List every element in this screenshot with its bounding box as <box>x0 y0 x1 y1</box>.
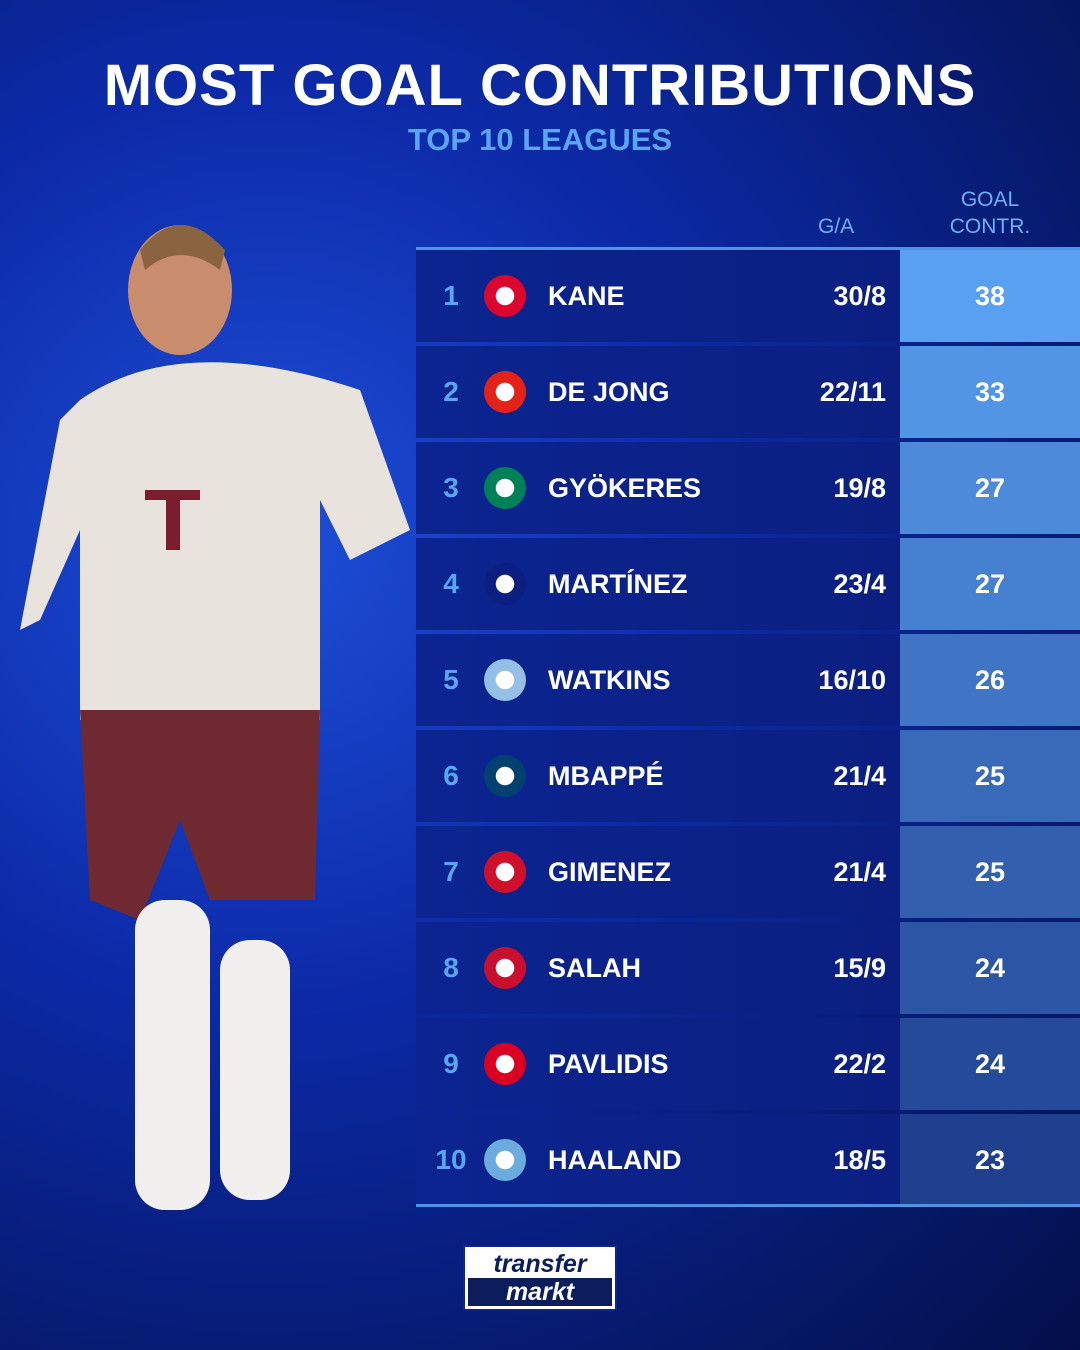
table-row: 8 SALAH 15/9 24 <box>416 922 1080 1014</box>
brand-line2: markt <box>468 1278 612 1306</box>
brand-line1: transfer <box>493 1250 587 1278</box>
psv-crest-icon <box>484 371 526 413</box>
header-goal-contributions: GOAL CONTR. <box>900 186 1080 240</box>
player-name: SALAH <box>548 952 641 983</box>
player-name: KANE <box>548 280 625 311</box>
goal-contributions: 27 <box>900 538 1080 630</box>
page-subtitle: TOP 10 LEAGUES <box>407 122 673 157</box>
header-gc-line2: CONTR. <box>949 215 1031 238</box>
row-main: 9 PAVLIDIS 22/2 <box>416 1018 900 1110</box>
player-name: MBAPPÉ <box>548 760 664 791</box>
table-row: 7 GIMENEZ 21/4 25 <box>416 826 1080 918</box>
player-name: DE JONG <box>548 376 670 407</box>
row-main: 8 SALAH 15/9 <box>416 922 900 1014</box>
row-main: 5 WATKINS 16/10 <box>416 634 900 726</box>
row-main: 4 MARTÍNEZ 23/4 <box>416 538 900 630</box>
goal-contributions: 24 <box>900 1018 1080 1110</box>
rank: 7 <box>443 856 459 887</box>
rank: 6 <box>443 760 459 791</box>
goal-contributions: 26 <box>900 634 1080 726</box>
table-row: 2 DE JONG 22/11 33 <box>416 346 1080 438</box>
transfermarkt-logo: transfer markt <box>463 1245 617 1311</box>
sporting-cp-crest-icon <box>484 467 526 509</box>
player-name: GIMENEZ <box>548 856 672 887</box>
player-name: WATKINS <box>548 664 671 695</box>
row-main: 2 DE JONG 22/11 <box>416 346 900 438</box>
rank: 10 <box>435 1144 467 1175</box>
table-row: 3 GYÖKERES 19/8 27 <box>416 442 1080 534</box>
feyenoord-crest-icon <box>484 851 526 893</box>
goals-assists: 18/5 <box>833 1144 886 1175</box>
row-main: 10 HAALAND 18/5 <box>416 1114 900 1206</box>
goals-assists: 21/4 <box>833 856 886 887</box>
player-photo <box>20 225 410 1210</box>
rank: 1 <box>443 280 459 311</box>
goal-contributions: 24 <box>900 922 1080 1014</box>
table-row: 1 KANE 30/8 38 <box>416 250 1080 342</box>
row-main: 1 KANE 30/8 <box>416 250 900 342</box>
bayern-munich-crest-icon <box>484 275 526 317</box>
goals-assists: 19/8 <box>833 472 886 503</box>
table-row: 10 HAALAND 18/5 23 <box>416 1114 1080 1206</box>
row-main: 6 MBAPPÉ 21/4 <box>416 730 900 822</box>
manchester-city-crest-icon <box>484 1139 526 1181</box>
rank: 2 <box>443 376 459 407</box>
goals-assists: 15/9 <box>833 952 886 983</box>
table-top-divider <box>416 247 1080 250</box>
rank: 4 <box>443 568 459 599</box>
goal-contributions: 27 <box>900 442 1080 534</box>
player-name: HAALAND <box>548 1144 682 1175</box>
goals-assists: 22/2 <box>833 1048 886 1079</box>
table-row: 6 MBAPPÉ 21/4 25 <box>416 730 1080 822</box>
psg-crest-icon <box>484 755 526 797</box>
header-ga: G/A <box>818 215 855 238</box>
goals-assists: 21/4 <box>833 760 886 791</box>
goals-assists: 30/8 <box>833 280 886 311</box>
rank: 3 <box>443 472 459 503</box>
table-bottom-divider <box>416 1204 1080 1207</box>
goal-contributions: 23 <box>900 1114 1080 1206</box>
aston-villa-crest-icon <box>484 659 526 701</box>
player-name: PAVLIDIS <box>548 1048 669 1079</box>
goal-contributions: 33 <box>900 346 1080 438</box>
table-row: 5 WATKINS 16/10 26 <box>416 634 1080 726</box>
goals-assists: 23/4 <box>833 568 886 599</box>
table-row: 4 MARTÍNEZ 23/4 27 <box>416 538 1080 630</box>
row-main: 3 GYÖKERES 19/8 <box>416 442 900 534</box>
header-gc-line1: GOAL <box>960 188 1020 211</box>
page-title: MOST GOAL CONTRIBUTIONS <box>103 53 977 118</box>
goals-assists: 22/11 <box>819 376 886 407</box>
goals-assists: 16/10 <box>818 664 886 695</box>
table-row: 9 PAVLIDIS 22/2 24 <box>416 1018 1080 1110</box>
player-name: MARTÍNEZ <box>548 568 688 599</box>
rank: 9 <box>443 1048 459 1079</box>
row-main: 7 GIMENEZ 21/4 <box>416 826 900 918</box>
rank: 8 <box>443 952 459 983</box>
liverpool-crest-icon <box>484 947 526 989</box>
inter-milan-crest-icon <box>484 563 526 605</box>
goal-contributions: 25 <box>900 730 1080 822</box>
goal-contributions: 25 <box>900 826 1080 918</box>
az-alkmaar-crest-icon <box>484 1043 526 1085</box>
goal-contributions: 38 <box>900 250 1080 342</box>
player-name: GYÖKERES <box>548 472 702 503</box>
rank: 5 <box>443 664 459 695</box>
